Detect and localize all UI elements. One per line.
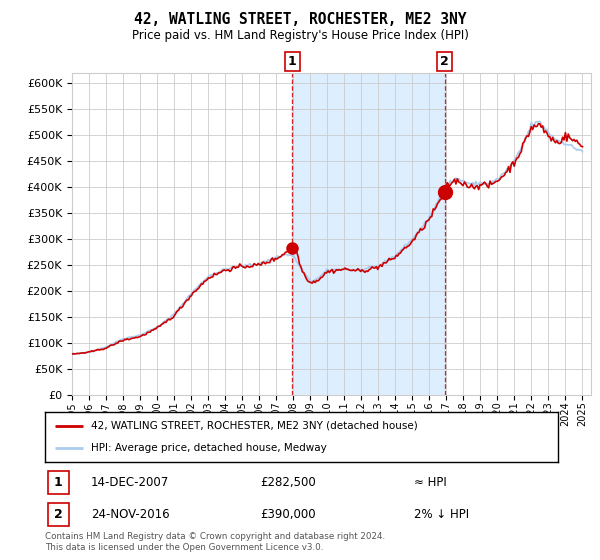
Text: 42, WATLING STREET, ROCHESTER, ME2 3NY (detached house): 42, WATLING STREET, ROCHESTER, ME2 3NY (… [91,421,418,431]
Text: HPI: Average price, detached house, Medway: HPI: Average price, detached house, Medw… [91,443,327,453]
Text: 1: 1 [54,475,63,488]
Text: ≈ HPI: ≈ HPI [415,475,447,488]
Text: 1: 1 [288,55,297,68]
Text: Contains HM Land Registry data © Crown copyright and database right 2024.
This d: Contains HM Land Registry data © Crown c… [45,532,385,552]
Text: 2: 2 [440,55,449,68]
Text: Price paid vs. HM Land Registry's House Price Index (HPI): Price paid vs. HM Land Registry's House … [131,29,469,42]
Text: 2% ↓ HPI: 2% ↓ HPI [415,507,469,521]
FancyBboxPatch shape [47,502,69,526]
Text: £282,500: £282,500 [260,475,316,488]
Bar [292,73,445,395]
Text: 14-DEC-2007: 14-DEC-2007 [91,475,169,488]
Text: £390,000: £390,000 [260,507,316,521]
Text: 24-NOV-2016: 24-NOV-2016 [91,507,170,521]
Text: 42, WATLING STREET, ROCHESTER, ME2 3NY: 42, WATLING STREET, ROCHESTER, ME2 3NY [134,12,466,27]
FancyBboxPatch shape [47,470,69,493]
Text: 2: 2 [54,507,63,521]
